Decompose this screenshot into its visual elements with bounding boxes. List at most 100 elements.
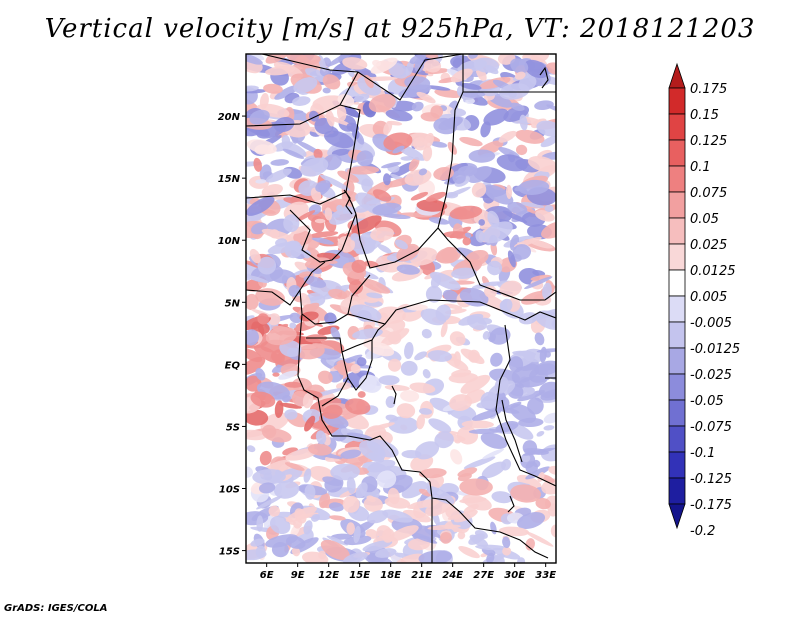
field-patch <box>270 159 289 166</box>
field-patch <box>482 448 505 460</box>
field-patch <box>365 76 398 81</box>
field-patch <box>498 130 517 143</box>
field-patch <box>356 150 374 167</box>
field-patch <box>411 101 424 112</box>
field-patch <box>366 341 395 357</box>
field-patch <box>329 515 346 521</box>
field-patch <box>445 191 459 199</box>
field-patch <box>538 381 556 398</box>
field-patch <box>526 387 535 395</box>
field-patch <box>400 390 420 403</box>
lon-tick-label: 21E <box>411 570 432 581</box>
field-patch <box>342 552 368 563</box>
field-patch <box>510 58 529 74</box>
lat-tick-label: 20N <box>218 112 241 123</box>
field-patch <box>521 454 531 463</box>
field-patch <box>383 213 411 219</box>
field-patch <box>471 281 503 289</box>
field-patch <box>454 509 478 523</box>
field-patch <box>463 503 479 514</box>
field-patch <box>326 535 348 546</box>
field-patch <box>542 282 552 300</box>
field-patch <box>486 552 495 563</box>
field-patch <box>468 428 500 434</box>
field-patch <box>534 332 545 346</box>
colorbar-label: -0.2 <box>690 524 715 539</box>
field-patch <box>253 157 262 172</box>
field-patch <box>318 550 327 560</box>
field-patch <box>483 184 514 205</box>
lon-tick-label: 24E <box>442 570 463 581</box>
colorbar-label: -0.0125 <box>690 342 740 357</box>
field-patch <box>246 315 255 323</box>
field-patch <box>541 478 556 495</box>
field-patch <box>320 539 350 561</box>
field-patch <box>407 538 430 551</box>
field-patch <box>458 546 480 559</box>
field-patch <box>498 526 530 537</box>
field-patch <box>398 84 432 99</box>
field-patch <box>447 513 466 520</box>
colorbar-bottom-arrow <box>668 503 686 530</box>
field-patch <box>281 134 291 146</box>
field-patch <box>489 368 521 384</box>
colorbar-label: 0.005 <box>690 290 727 305</box>
grads-credit: GrADS: IGES/COLA <box>4 603 108 614</box>
field-patch <box>449 331 466 346</box>
map-axes: 6E 9E 12E 15E 18E 21E 24E 27E 30E 33E 20N 15N 10N 5N E… <box>218 112 557 581</box>
field-patch <box>255 288 285 306</box>
field-patch <box>517 557 526 563</box>
field-patch <box>385 414 399 422</box>
field-patch <box>541 221 556 239</box>
colorbar-label: -0.05 <box>690 394 724 409</box>
field-patch <box>478 219 486 226</box>
field-patch <box>482 221 513 244</box>
field-patch <box>534 360 556 376</box>
field-patch <box>304 415 316 432</box>
field-patch <box>450 449 463 465</box>
field-patch <box>246 445 256 453</box>
colorbar-swatch <box>668 321 686 349</box>
field-patch <box>265 65 296 76</box>
lon-tick-label: 18E <box>380 570 401 581</box>
field-patch <box>522 447 556 456</box>
field-patch <box>525 531 554 547</box>
field-patch <box>408 156 420 172</box>
field-patch <box>357 391 366 398</box>
field-patch <box>355 482 368 499</box>
colorbar-label: 0.15 <box>690 108 719 123</box>
colorbar-label: 0.05 <box>690 212 719 227</box>
lat-tick-label: 10S <box>219 485 240 496</box>
field-patch <box>451 267 477 279</box>
field-patch <box>458 313 484 326</box>
field-patch <box>480 391 499 410</box>
field-patch <box>291 225 310 235</box>
field-patch <box>518 417 544 428</box>
field-patch <box>322 87 331 94</box>
colorbar-swatch <box>668 425 686 453</box>
field-patch <box>530 274 552 281</box>
field-patch <box>501 458 512 471</box>
field-patch <box>416 199 448 212</box>
field-patch <box>350 236 376 255</box>
field-patch <box>387 487 400 505</box>
field-patch <box>372 202 402 216</box>
lon-tick-label: 30E <box>504 570 525 581</box>
colorbar-label: -0.1 <box>690 446 715 461</box>
field-patch <box>324 312 337 325</box>
field-patch <box>322 114 352 127</box>
field-patch <box>416 414 426 430</box>
field-patch <box>344 398 371 415</box>
field-patch <box>265 54 292 64</box>
field-patch <box>366 422 395 432</box>
field-patch <box>450 68 473 83</box>
field-patch <box>256 495 283 510</box>
field-patch <box>370 57 398 74</box>
field-patch <box>246 293 259 311</box>
field-patch <box>485 65 499 75</box>
field-patch <box>376 306 406 324</box>
field-patch <box>274 85 299 100</box>
field-patch <box>482 331 491 340</box>
field-patch <box>452 57 462 68</box>
field-patch <box>396 403 416 419</box>
